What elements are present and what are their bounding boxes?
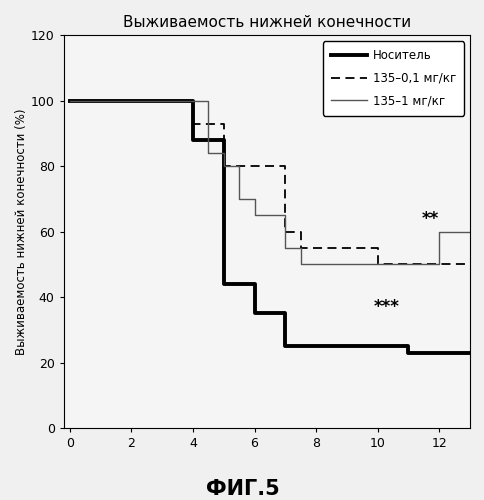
Носитель: [190, 137, 196, 143]
Line: 135–1 мг/кг: 135–1 мг/кг: [70, 101, 469, 264]
135–0,1 мг/кг: [436, 262, 441, 268]
135–1 мг/кг: [251, 212, 257, 218]
135–1 мг/кг: [466, 228, 472, 234]
135–0,1 мг/кг: [220, 120, 226, 126]
Носитель: [436, 350, 441, 356]
135–1 мг/кг: [220, 163, 226, 169]
Носитель: [220, 281, 226, 287]
135–1 мг/кг: [220, 150, 226, 156]
135–0,1 мг/кг: [466, 262, 472, 268]
Носитель: [220, 137, 226, 143]
135–1 мг/кг: [251, 196, 257, 202]
135–0,1 мг/кг: [297, 245, 303, 251]
Legend: Носитель, 135–0,1 мг/кг, 135–1 мг/кг: Носитель, 135–0,1 мг/кг, 135–1 мг/кг: [322, 41, 463, 116]
Title: Выживаемость нижней конечности: Выживаемость нижней конечности: [122, 15, 410, 30]
Носитель: [159, 98, 165, 104]
135–0,1 мг/кг: [282, 228, 287, 234]
Носитель: [251, 310, 257, 316]
Носитель: [67, 98, 73, 104]
135–1 мг/кг: [374, 262, 380, 268]
135–0,1 мг/кг: [159, 98, 165, 104]
135–0,1 мг/кг: [159, 98, 165, 104]
Носитель: [251, 281, 257, 287]
135–1 мг/кг: [374, 262, 380, 268]
135–0,1 мг/кг: [190, 98, 196, 104]
135–1 мг/кг: [67, 98, 73, 104]
Text: ***: ***: [373, 298, 399, 316]
Носитель: [282, 310, 287, 316]
135–1 мг/кг: [405, 262, 410, 268]
135–1 мг/кг: [190, 98, 196, 104]
135–1 мг/кг: [190, 98, 196, 104]
Text: ФИГ.5: ФИГ.5: [205, 479, 279, 499]
135–1 мг/кг: [236, 163, 242, 169]
135–0,1 мг/кг: [67, 98, 73, 104]
135–0,1 мг/кг: [374, 245, 380, 251]
135–0,1 мг/кг: [190, 120, 196, 126]
Носитель: [466, 350, 472, 356]
135–0,1 мг/кг: [466, 262, 472, 268]
Y-axis label: Выживаемость нижней конечности (%): Выживаемость нижней конечности (%): [15, 108, 28, 355]
135–1 мг/кг: [297, 262, 303, 268]
135–1 мг/кг: [297, 245, 303, 251]
135–1 мг/кг: [205, 150, 211, 156]
Носитель: [436, 350, 441, 356]
135–1 мг/кг: [282, 212, 287, 218]
135–0,1 мг/кг: [297, 228, 303, 234]
135–1 мг/кг: [405, 262, 410, 268]
135–0,1 мг/кг: [436, 262, 441, 268]
Line: Носитель: Носитель: [70, 101, 469, 352]
Носитель: [405, 350, 410, 356]
Носитель: [190, 98, 196, 104]
135–1 мг/кг: [205, 98, 211, 104]
135–1 мг/кг: [282, 245, 287, 251]
135–1 мг/кг: [436, 228, 441, 234]
135–0,1 мг/кг: [374, 262, 380, 268]
135–1 мг/кг: [236, 196, 242, 202]
135–0,1 мг/кг: [282, 163, 287, 169]
Носитель: [159, 98, 165, 104]
Носитель: [466, 350, 472, 356]
Line: 135–0,1 мг/кг: 135–0,1 мг/кг: [70, 101, 469, 264]
Носитель: [405, 343, 410, 349]
135–1 мг/кг: [436, 262, 441, 268]
Text: **: **: [421, 210, 438, 228]
135–1 мг/кг: [466, 228, 472, 234]
Носитель: [282, 343, 287, 349]
135–0,1 мг/кг: [220, 163, 226, 169]
